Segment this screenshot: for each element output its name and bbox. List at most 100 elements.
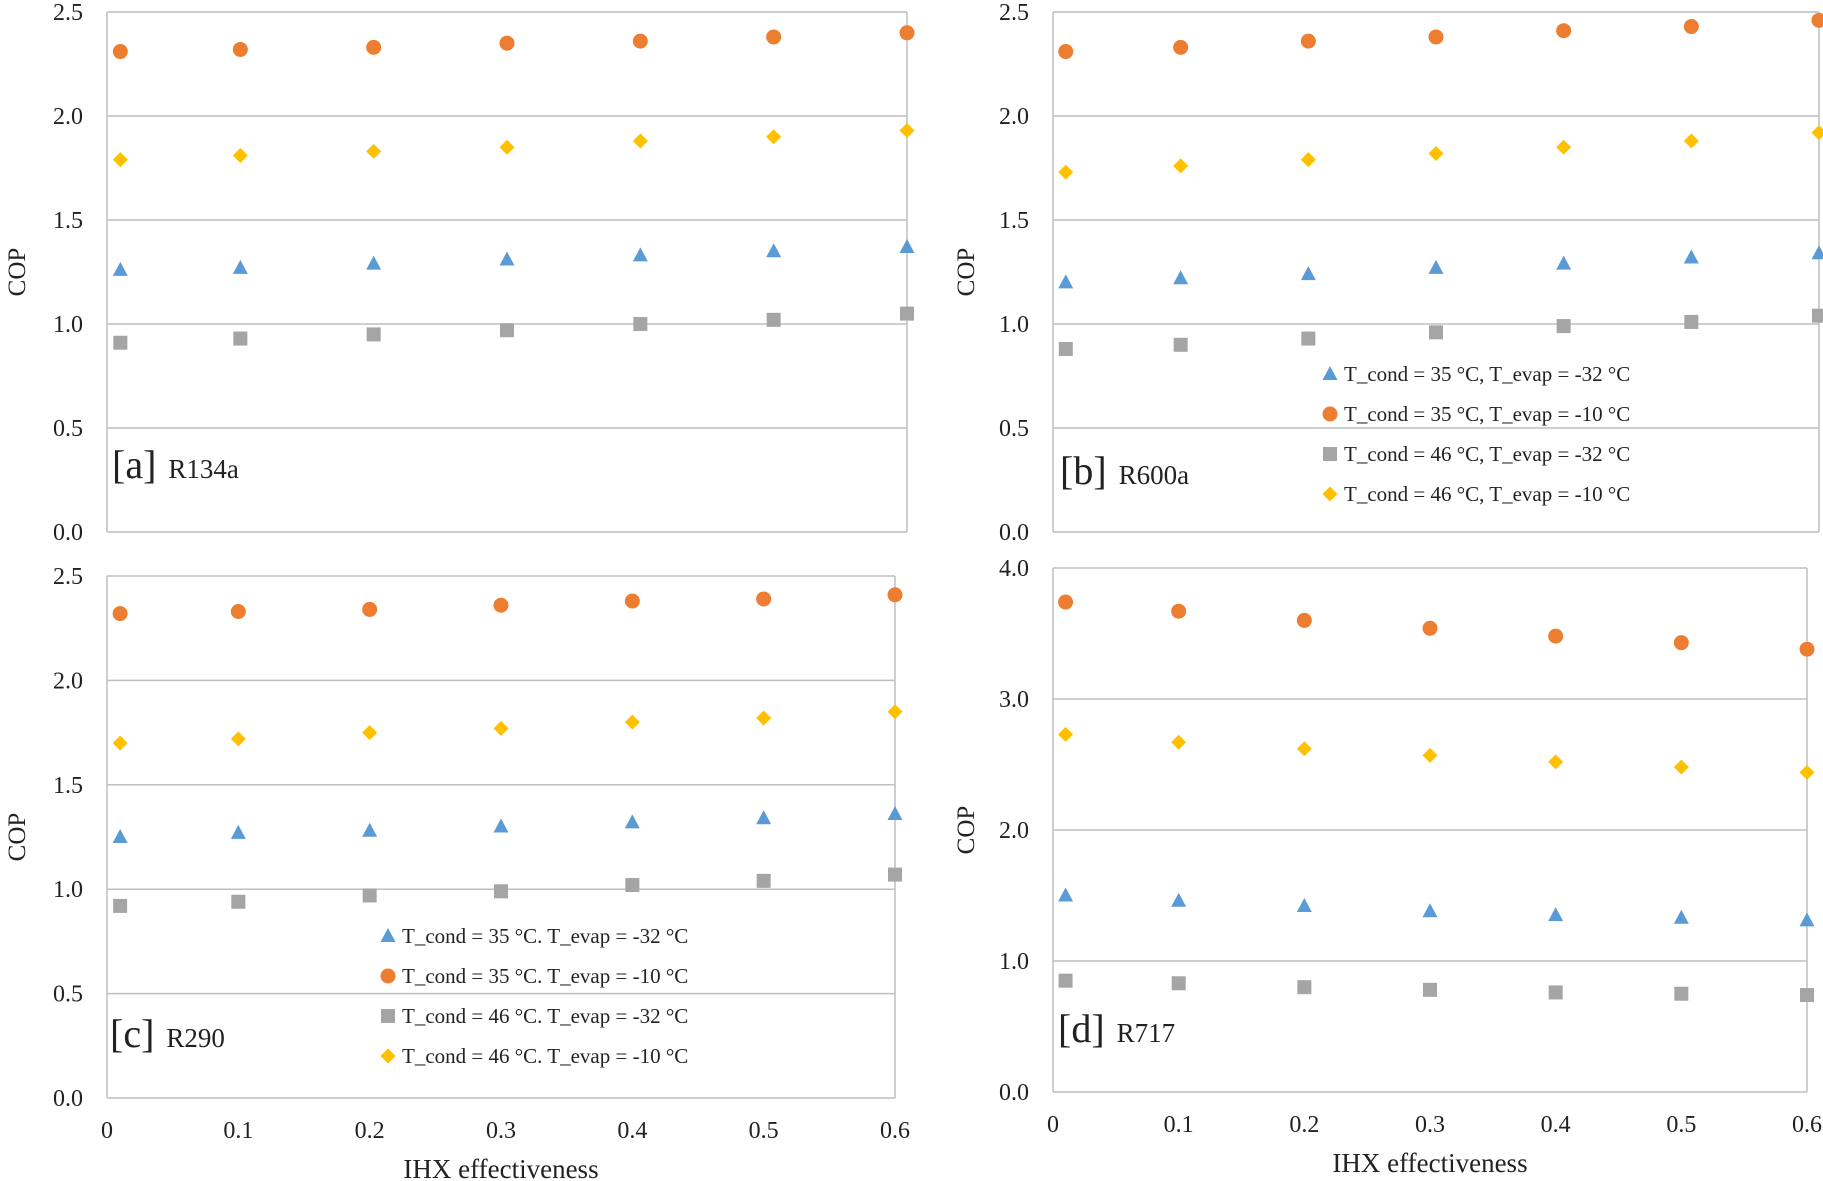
data-point xyxy=(1058,341,1073,356)
data-point xyxy=(1800,988,1814,1003)
series-s1 xyxy=(112,239,915,276)
data-point xyxy=(1173,270,1189,285)
data-point xyxy=(1297,980,1312,995)
legend-marker xyxy=(1322,406,1338,422)
data-point xyxy=(1300,152,1316,168)
legend-entry: T_cond = 35 °C, T_evap = -10 °C xyxy=(1344,402,1630,426)
data-point xyxy=(1673,759,1689,775)
data-point xyxy=(500,323,514,338)
data-point xyxy=(766,312,781,327)
y-tick-label: 4.0 xyxy=(999,556,1029,582)
data-point xyxy=(888,867,902,882)
data-point xyxy=(230,824,246,839)
x-tick-label: 0.1 xyxy=(223,1118,253,1144)
x-tick-label: 0.2 xyxy=(1289,1112,1319,1138)
data-point xyxy=(1673,635,1689,651)
data-point xyxy=(1799,764,1815,780)
chart-panel-a: 0.0 0.5 1.0 1.5 2.0 2.5 COP [a] R134a xyxy=(4,0,915,546)
data-point xyxy=(624,593,640,609)
data-point xyxy=(1300,266,1316,281)
data-point xyxy=(1422,620,1438,636)
y-tick-label: 0.5 xyxy=(53,982,83,1008)
legend-marker xyxy=(380,968,396,984)
data-point xyxy=(624,714,640,730)
data-point xyxy=(366,327,381,342)
data-point xyxy=(1301,331,1316,346)
y-axis-label: COP xyxy=(953,806,980,855)
data-point xyxy=(766,29,782,45)
legend-entry: T_cond = 35 °C, T_evap = -32 °C xyxy=(1344,362,1630,386)
data-point xyxy=(1058,164,1074,180)
y-tick-label: 1.0 xyxy=(53,312,83,338)
data-point xyxy=(1548,628,1564,644)
legend-marker xyxy=(380,1048,396,1064)
y-tick-label: 2.0 xyxy=(53,104,83,130)
y-tick-label: 1.5 xyxy=(53,773,83,799)
data-point xyxy=(766,129,782,145)
legend-marker xyxy=(380,928,396,942)
data-point xyxy=(232,259,248,274)
data-point xyxy=(231,894,246,909)
x-tick-label: 0.3 xyxy=(486,1118,516,1144)
data-point xyxy=(1429,325,1443,340)
data-point xyxy=(756,873,771,888)
x-tick-label: 0 xyxy=(101,1118,113,1144)
data-point xyxy=(1173,39,1189,55)
data-point xyxy=(112,44,128,60)
y-tick-label: 1.5 xyxy=(999,208,1029,234)
data-point xyxy=(113,335,128,350)
data-point xyxy=(887,704,903,720)
y-tick-label: 0.0 xyxy=(999,520,1029,546)
x-tick-label: 0.4 xyxy=(1541,1112,1571,1138)
series-s1 xyxy=(112,806,903,843)
legend: T_cond = 35 °C. T_evap = -32 °C T_cond = … xyxy=(380,924,688,1068)
chart-panel-c: 0.0 0.5 1.0 1.5 2.0 2.5 0 0.1 0.2 0.3 0.4 0.5 0.6 COP… xyxy=(4,564,910,1181)
y-tick-label: 1.0 xyxy=(999,949,1029,975)
x-tick-label: 0.3 xyxy=(1415,1112,1445,1138)
data-point xyxy=(233,331,248,346)
series-s3 xyxy=(113,306,914,350)
legend-entry: T_cond = 46 °C. T_evap = -32 °C xyxy=(402,1004,688,1028)
data-point xyxy=(1428,259,1444,274)
data-point xyxy=(1058,887,1074,902)
y-tick-label: 1.0 xyxy=(999,312,1029,338)
data-point xyxy=(493,720,509,736)
y-tick-label: 1.0 xyxy=(53,877,83,903)
data-point xyxy=(1296,612,1312,628)
series-s4 xyxy=(1058,125,1823,180)
data-point xyxy=(1684,314,1699,329)
x-tick-label: 0.4 xyxy=(617,1118,647,1144)
x-axis-label: IHX effectiveness xyxy=(1332,1148,1527,1178)
y-tick-label: 2.5 xyxy=(53,564,83,590)
data-point xyxy=(366,143,382,159)
data-point xyxy=(1799,641,1815,657)
x-tick-label: 0.1 xyxy=(1164,1112,1194,1138)
series-s3 xyxy=(1058,973,1814,1003)
data-point xyxy=(362,888,377,903)
data-point xyxy=(900,306,914,321)
data-point xyxy=(499,139,515,155)
data-point xyxy=(362,725,378,741)
legend-marker xyxy=(381,1009,395,1023)
y-tick-label: 1.5 xyxy=(53,208,83,234)
data-point xyxy=(232,148,248,164)
y-tick-label: 2.0 xyxy=(999,818,1029,844)
panel-label: [a] R134a xyxy=(112,442,239,487)
data-point xyxy=(756,710,772,726)
x-tick-label: 0.6 xyxy=(1792,1112,1822,1138)
data-point xyxy=(493,597,509,613)
data-point xyxy=(1173,158,1189,174)
data-point xyxy=(887,587,903,603)
data-point xyxy=(1173,337,1188,352)
data-point xyxy=(756,591,772,607)
x-tick-label: 0.5 xyxy=(1666,1112,1696,1138)
data-point xyxy=(1058,973,1073,988)
data-point xyxy=(632,33,648,49)
data-point xyxy=(112,606,128,622)
data-point xyxy=(1058,44,1074,60)
x-tick-label: 0.5 xyxy=(749,1118,779,1144)
panel-label: [b] R600a xyxy=(1060,448,1189,493)
series-s1 xyxy=(1058,887,1815,927)
data-point xyxy=(112,829,128,843)
data-point xyxy=(1171,734,1187,750)
